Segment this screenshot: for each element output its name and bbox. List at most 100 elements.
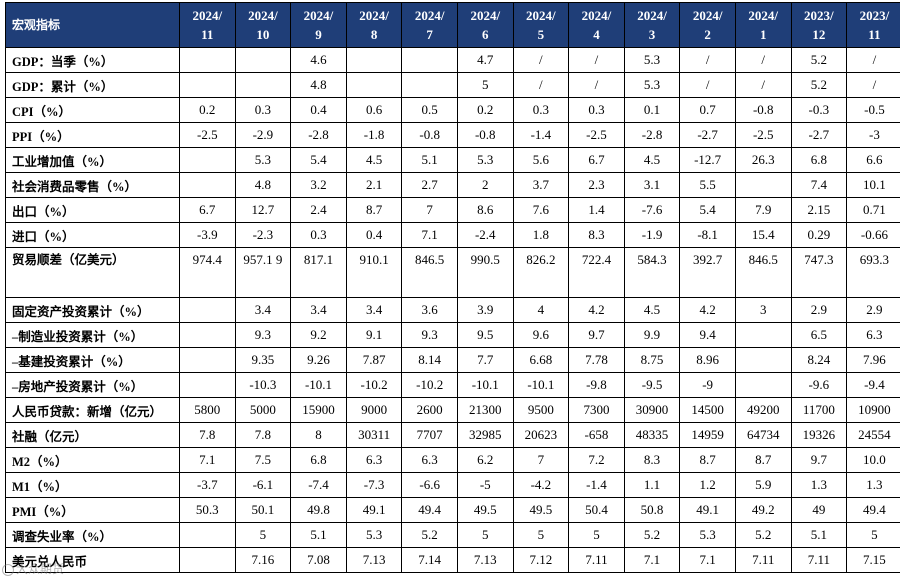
table-cell: 7.11: [790, 547, 848, 573]
column-header-month: 7: [426, 27, 433, 42]
column-header: 2024/10: [234, 2, 292, 48]
column-header-year: 2023/: [804, 8, 834, 23]
table-cell: -7.6: [623, 197, 681, 223]
row-label: PPI（%）: [5, 122, 180, 148]
table-cell: 3.4: [290, 297, 347, 323]
table-row: GDP：当季（%） 4.6 4.7//5.3//5.2/: [5, 47, 900, 73]
table-cell: 7.5: [234, 447, 292, 473]
table-cell: [179, 72, 236, 98]
table-row: 人民币贷款：新增（亿元） 5800 5000 15900 9000 2600 21300 95…: [5, 397, 900, 423]
table-cell: [179, 172, 236, 198]
table-cell: 1.3: [790, 472, 848, 498]
table-cell: 2600: [401, 397, 458, 423]
table-cell: -6.1: [234, 472, 292, 498]
table-cell: -9.4: [846, 372, 900, 398]
table-cell: 15900: [290, 397, 347, 423]
column-header-year: 2024/: [359, 8, 389, 23]
table-cell: [401, 47, 458, 73]
column-header-month: 3: [648, 27, 656, 42]
table-cell: -1.8: [345, 122, 403, 148]
table-cell: 2.3: [568, 172, 625, 198]
table-cell: -10.1: [512, 372, 570, 398]
table-cell: 19326: [790, 422, 848, 448]
table-cell: 50.3: [179, 497, 236, 523]
table-cell: -0.5: [846, 97, 900, 123]
table-cell: 2.7: [401, 172, 458, 198]
table-cell: 5.4: [679, 197, 736, 223]
table-cell: 817.1: [290, 247, 347, 298]
table-cell: -2.8: [290, 122, 347, 148]
table-cell: -2.7: [790, 122, 848, 148]
row-label: 社融（亿元）: [5, 422, 180, 448]
table-cell: -10.3: [234, 372, 292, 398]
table-cell: 0.71: [846, 197, 900, 223]
watermark: 大众期货: [2, 560, 64, 577]
table-cell: /: [512, 72, 570, 98]
table-cell: 26.3: [734, 147, 792, 173]
table-cell: 7: [512, 447, 570, 473]
table-cell: 8.3: [623, 447, 681, 473]
table-cell: 7.1: [623, 547, 681, 573]
table-cell: [734, 372, 792, 398]
table-cell: 5.2: [790, 47, 848, 73]
table-row: –房地产投资累计（%） -10.3 -10.1 -10.2 -10.2 -10.1 -10.…: [5, 372, 900, 398]
table-cell: [234, 47, 292, 73]
table-cell: 7.7: [456, 347, 514, 373]
row-label: 固定资产投资累计（%）: [5, 297, 180, 323]
table-cell: 3.2: [290, 172, 347, 198]
table-cell: 5: [456, 72, 514, 98]
table-cell: 6.8: [790, 147, 848, 173]
row-label: 工业增加值（%）: [5, 147, 180, 173]
table-cell: -2.4: [456, 222, 514, 248]
table-cell: 4.7: [456, 47, 514, 73]
row-label: 人民币贷款：新增（亿元）: [5, 397, 180, 423]
column-header-month: 5: [537, 27, 545, 42]
row-label: M2（%）: [5, 447, 180, 473]
table-cell: -0.8: [401, 122, 458, 148]
table-cell: 974.4: [179, 247, 236, 298]
table-cell: 7300: [568, 397, 625, 423]
table-row: 工业增加值（%） 5.3 5.4 4.5 5.1 5.3 5.6 6.7 4.5 -12.7 26.…: [5, 147, 900, 173]
column-header: 2023/12: [790, 2, 848, 48]
column-header: 2024/2: [679, 2, 736, 48]
table-row: M2（%） 7.1 7.5 6.8 6.3 6.3 6.2 7 7.2 8.3 8.7 8.7 9.7 1…: [5, 447, 900, 473]
table-cell: 6.7: [568, 147, 625, 173]
table-cell: 5.4: [290, 147, 347, 173]
column-header-year: 2024/: [414, 8, 445, 23]
table-cell: -3.7: [179, 472, 236, 498]
table-cell: -2.5: [179, 122, 236, 148]
header-row: 宏观指标 2024/11 2024/10 2024/9 2024/8 2024/7 202…: [5, 2, 900, 48]
table-cell: 5: [234, 522, 292, 548]
table-cell: -7.3: [345, 472, 403, 498]
table-cell: 49.5: [512, 497, 570, 523]
table-row: PMI（%） 50.3 50.1 49.8 49.1 49.4 49.5 49.5 50.4 50…: [5, 497, 900, 523]
table-cell: -10.1: [456, 372, 514, 398]
table-cell: [734, 347, 792, 373]
table-cell: 9.26: [290, 347, 347, 373]
macro-indicator-table: 宏观指标 2024/11 2024/10 2024/9 2024/8 2024/7 202…: [5, 2, 900, 573]
table-cell: 5.9: [734, 472, 792, 498]
table-cell: 0.3: [290, 222, 347, 248]
table-cell: 20623: [512, 422, 570, 448]
table-cell: [179, 47, 236, 73]
table-cell: 5.2: [790, 72, 848, 98]
table-cell: 9.3: [401, 322, 458, 348]
table-cell: -5: [456, 472, 514, 498]
table-row: 固定资产投资累计（%） 3.4 3.4 3.4 3.6 3.9 4 4.2 4.5 4.2 3 2.9…: [5, 297, 900, 323]
table-cell: -2.8: [623, 122, 681, 148]
table-row: 调查失业率（%） 5 5.1 5.3 5.2 5 5 5 5.2 5.3 5.2 5.1 5: [5, 522, 900, 548]
table-cell: 9.35: [234, 347, 292, 373]
row-label: PMI（%）: [5, 497, 180, 523]
table-cell: 3.7: [512, 172, 570, 198]
table-cell: 6.5: [790, 322, 848, 348]
table-cell: 49200: [734, 397, 792, 423]
table-cell: 6.6: [846, 147, 900, 173]
table-cell: 9.5: [456, 322, 514, 348]
table-row: –制造业投资累计（%） 9.3 9.2 9.1 9.3 9.5 9.6 9.7 9.9 9.4 6.…: [5, 322, 900, 348]
table-cell: 7.2: [568, 447, 625, 473]
table-cell: 6.3: [846, 322, 900, 348]
table-cell: 8.24: [790, 347, 848, 373]
row-label: –制造业投资累计（%）: [5, 322, 180, 348]
table-cell: 14959: [679, 422, 736, 448]
table-cell: 0.3: [512, 97, 570, 123]
